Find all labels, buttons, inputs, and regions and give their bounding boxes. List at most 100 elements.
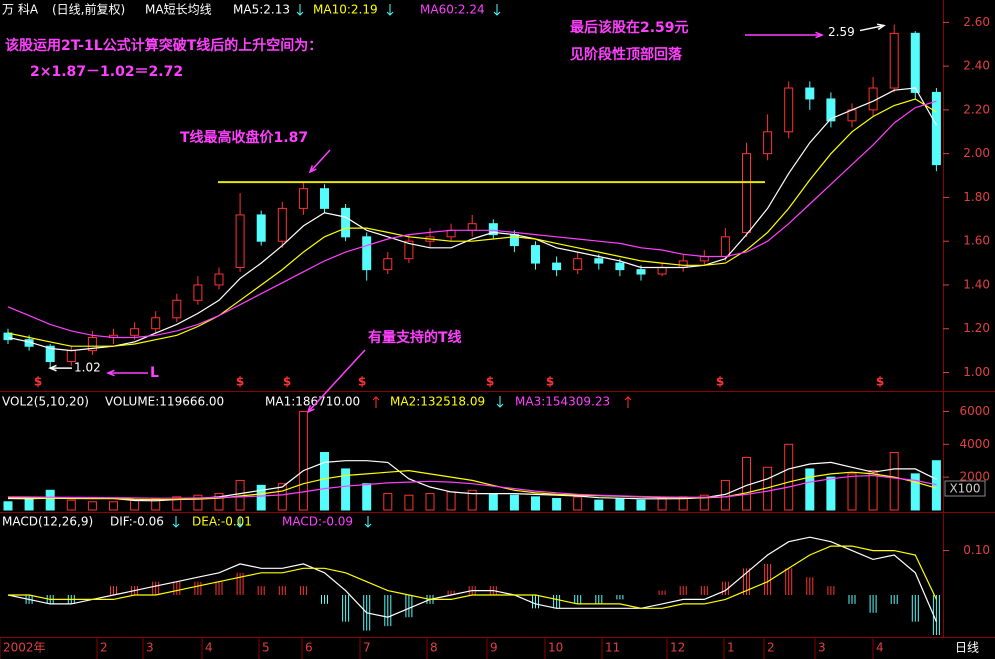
arrow <box>859 24 885 32</box>
candle-body <box>805 87 815 100</box>
trend-arrow <box>493 4 501 16</box>
candle-body <box>383 258 393 271</box>
period-label: 日线 <box>955 641 979 655</box>
x-tick-label: 6 <box>305 641 313 655</box>
candle-body <box>256 214 266 242</box>
annotation: 最后该股在2.59元 <box>570 19 689 36</box>
candle-body <box>341 207 351 238</box>
annotation: 有量支持的T线 <box>368 329 462 346</box>
candle-body <box>615 262 625 271</box>
x-tick-label: 7 <box>363 641 371 655</box>
candle-body <box>193 284 203 301</box>
volume-bar <box>868 470 878 511</box>
volume-bar <box>320 452 329 511</box>
x-tick-label: 11 <box>605 641 620 655</box>
arrow-head <box>815 31 824 39</box>
volume-bar <box>742 456 751 511</box>
y-tick-label: 0.10 <box>963 543 990 557</box>
volume-bar <box>193 494 203 511</box>
volume-bar <box>931 460 941 511</box>
candle-body <box>151 317 161 330</box>
y-tick-label: 2.00 <box>963 146 990 160</box>
y-tick-label: 2.40 <box>963 59 990 73</box>
volume-bar <box>298 410 308 511</box>
candle-body <box>130 328 140 336</box>
candle-body <box>931 91 941 166</box>
volume-bar <box>425 493 435 511</box>
annotation: 2×1.87－1.02＝2.72 <box>30 64 183 80</box>
candle-body <box>784 87 794 133</box>
legend-entry: MA5:2.13 <box>233 3 290 17</box>
x-tick-label: 3 <box>146 641 154 655</box>
volume-bar <box>889 452 899 511</box>
y-tick-label: 2000 <box>959 470 990 484</box>
volume-bar <box>45 489 55 511</box>
arrow-head <box>48 364 57 372</box>
signal-mark: $ <box>358 375 366 389</box>
line-series <box>7 87 937 352</box>
volume-bar <box>910 473 920 511</box>
y-tick-label: 2.60 <box>963 15 990 29</box>
candle-body <box>657 266 667 275</box>
x-tick-label: 12 <box>670 641 685 655</box>
volume-bar <box>383 493 393 511</box>
volume-bar <box>109 501 118 511</box>
unit-label: X100 <box>949 482 980 496</box>
volume-bar <box>277 483 287 511</box>
annotation: L <box>150 365 159 381</box>
high-label: 2.59 <box>828 25 855 39</box>
line-series <box>7 460 937 502</box>
trend-arrow <box>236 516 244 528</box>
x-tick-label: 2 <box>100 641 108 655</box>
volume-bar <box>130 499 140 511</box>
candle-body <box>889 32 899 89</box>
volume-bar <box>636 499 646 511</box>
volume-bar <box>657 498 667 511</box>
annotation: 见阶段性顶部回落 <box>570 46 683 63</box>
volume-bar <box>404 494 414 511</box>
legend-entry: MA10:2.19 <box>313 3 378 17</box>
volume-bar <box>573 496 583 511</box>
candle-body <box>573 258 583 271</box>
volume-bar <box>341 468 351 511</box>
candle-body <box>87 336 97 352</box>
volume-bar <box>446 491 456 511</box>
low-label: 1.02 <box>74 361 101 375</box>
candle-body <box>636 269 646 275</box>
trend-arrow <box>364 516 372 528</box>
y-tick-label: 2.20 <box>963 102 990 116</box>
candle-body <box>699 256 709 262</box>
signal-mark: $ <box>876 375 884 389</box>
volume-bar <box>784 443 794 511</box>
volume-bar <box>531 496 540 511</box>
volume-bar <box>805 468 815 511</box>
volume-bar <box>467 489 477 511</box>
y-tick-label: 6000 <box>959 404 990 418</box>
volume-bar <box>699 494 709 511</box>
volume-bar <box>552 498 562 511</box>
macd-title: MACD(12,26,9) <box>2 515 93 529</box>
signal-mark: $ <box>236 375 244 389</box>
volume-bar <box>66 499 76 511</box>
volume-bar <box>3 501 13 511</box>
volume-bar <box>847 473 857 511</box>
legend-entry: MA2:132518.09 <box>390 395 485 409</box>
trend-arrow <box>496 396 504 408</box>
candle-body <box>277 207 287 242</box>
frame <box>0 0 995 638</box>
y-tick-label: 1.80 <box>963 190 990 204</box>
volume-bar <box>509 494 519 511</box>
legend-entry: DIF:-0.06 <box>110 515 164 529</box>
chart-mode: (日线,前复权) <box>52 2 125 17</box>
candle-body <box>742 153 751 233</box>
line-series <box>7 98 937 347</box>
annotation: 该股运用2T-1L公式计算突破T线后的上升空间为： <box>5 37 322 54</box>
y-tick-label: 1.00 <box>963 365 990 379</box>
x-tick-label: 5 <box>262 641 270 655</box>
x-tick-label: 9 <box>490 641 498 655</box>
trend-arrow <box>624 396 632 408</box>
arrow <box>307 349 366 413</box>
x-tick-label: 10 <box>548 641 563 655</box>
arrow-head <box>876 23 886 31</box>
